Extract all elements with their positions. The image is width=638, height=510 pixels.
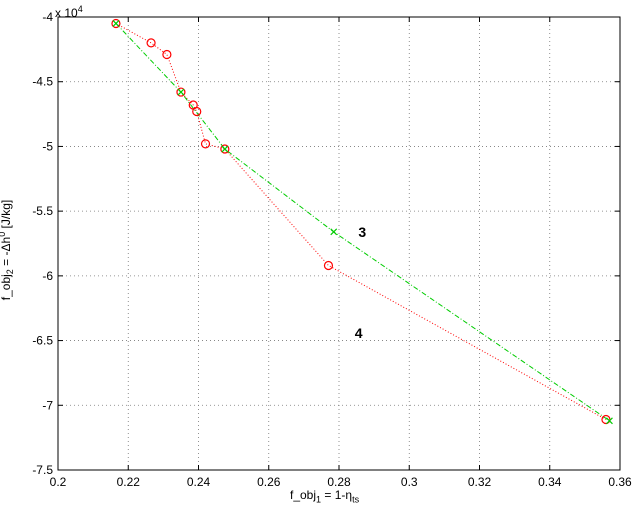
- annotations: 34: [355, 224, 367, 341]
- x-tick-label: 0.32: [468, 475, 492, 489]
- x-axis-label: f_obj1 = 1-ηts: [290, 488, 360, 505]
- series-1-point: [221, 145, 229, 153]
- axes-box: [57, 16, 621, 471]
- x-tick-label: 0.22: [117, 475, 141, 489]
- y-tick-label: -5: [42, 139, 53, 153]
- series-lines: [115, 23, 610, 422]
- axis-ticks: 0.2 0.22 0.24 0.26 0.28 0.3 0.32 0.34 0.36 -4 -4.5…: [32, 10, 632, 489]
- series-0-point: [111, 18, 121, 29]
- series-1-point: [177, 88, 185, 96]
- y-axis-exponent: x 104: [55, 4, 83, 20]
- y-tick-label: -7: [42, 398, 53, 412]
- y-tick-label: -4.5: [32, 75, 53, 89]
- series-0-point: [200, 139, 211, 149]
- series-0-point: [220, 144, 230, 154]
- x-tick-label: 0.2: [50, 475, 67, 489]
- y-tick-label: -6: [42, 269, 53, 283]
- y-axis-label: f_obj2 = -Δh0 [J/kg]: [0, 199, 16, 301]
- x-tick-label: 0.36: [608, 475, 632, 489]
- x-tick-label: 0.24: [187, 475, 211, 489]
- annotation-label: 4: [355, 325, 363, 341]
- y-tick-label: -5.5: [32, 204, 53, 218]
- series-0-point: [146, 38, 156, 48]
- series-1-point: [330, 228, 338, 236]
- series-0-point: [176, 87, 186, 97]
- x-tick-label: 0.3: [401, 475, 418, 489]
- y-tick-label: -4: [42, 10, 53, 24]
- grid-lines: [58, 17, 620, 470]
- x-tick-label: 0.28: [327, 475, 351, 489]
- series-markers: [111, 18, 613, 425]
- series-0-line: [115, 23, 607, 420]
- series-1-point: [606, 417, 613, 425]
- series-1-line: [115, 23, 610, 422]
- series-0-point: [162, 49, 172, 60]
- series-0-point: [192, 106, 202, 117]
- y-tick-label: -6.5: [32, 334, 53, 348]
- annotation-label: 3: [358, 224, 366, 240]
- series-0-point: [323, 260, 334, 271]
- x-tick-label: 0.26: [257, 475, 281, 489]
- x-tick-label: 0.34: [538, 475, 562, 489]
- series-1-point: [112, 20, 120, 27]
- y-tick-label: -7.5: [32, 463, 53, 477]
